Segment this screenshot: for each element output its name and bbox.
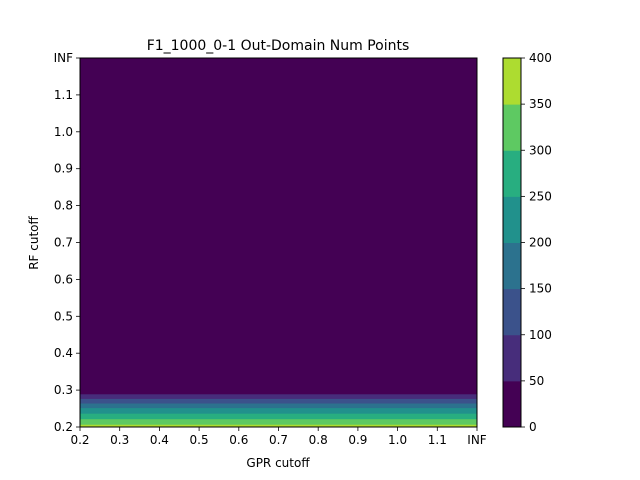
x-tick-label: 0.3: [110, 433, 129, 447]
colorbar-segment: [503, 288, 521, 336]
colorbar-tick-label: 300: [529, 143, 552, 157]
x-tick-label: 0.8: [309, 433, 328, 447]
colorbar: 0 50 100 150 200 250 300 350 400: [502, 51, 552, 434]
x-tick-label: 1.0: [388, 433, 407, 447]
colorbar-tick-label: 0: [529, 420, 537, 434]
y-tick-label: 0.6: [54, 272, 73, 286]
y-tick-label: 0.8: [54, 199, 73, 213]
colorbar-segment: [503, 334, 521, 382]
y-axis: 0.2 0.3 0.4 0.5 0.6 0.7 0.8 0.9 1.0 1.1 INF: [54, 51, 80, 434]
heatmap-band: [80, 424, 477, 428]
y-tick-label: 0.5: [54, 309, 73, 323]
heatmap-band: [80, 413, 477, 420]
colorbar-tick-label: 400: [529, 51, 552, 65]
colorbar-segment: [503, 104, 521, 151]
x-tick-label: 0.9: [348, 433, 367, 447]
heatmap-band: [80, 398, 477, 404]
x-tick-label: 0.7: [269, 433, 288, 447]
x-axis-label: GPR cutoff: [246, 456, 310, 470]
colorbar-segment: [503, 58, 521, 105]
plot-area: [79, 57, 478, 428]
heatmap-band: [80, 393, 477, 399]
x-tick-label: INF: [467, 433, 487, 447]
y-tick-label: 1.0: [54, 125, 73, 139]
heatmap-band: [80, 407, 477, 414]
colorbar-segment: [503, 150, 521, 197]
y-tick-label: 0.2: [54, 420, 73, 434]
x-tick-label: 0.5: [190, 433, 209, 447]
x-tick-label: 0.2: [70, 433, 89, 447]
colorbar-tick-label: 250: [529, 189, 552, 203]
colorbar-segment: [503, 380, 521, 428]
heatmap-band: [80, 58, 477, 395]
heatmap-band: [80, 403, 477, 409]
x-axis: 0.2 0.3 0.4 0.5 0.6 0.7 0.8 0.9 1.0 1.1 INF: [70, 427, 487, 447]
y-axis-label: RF cutoff: [27, 215, 41, 269]
colorbar-tick-label: 350: [529, 97, 552, 111]
chart-title: F1_1000_0-1 Out-Domain Num Points: [147, 38, 410, 54]
colorbar-tick-label: 150: [529, 282, 552, 296]
heatmap-band: [80, 418, 477, 425]
x-tick-label: 0.4: [150, 433, 169, 447]
colorbar-tick-label: 50: [529, 374, 544, 388]
y-tick-label: 1.1: [54, 88, 73, 102]
x-tick-label: 0.6: [229, 433, 248, 447]
y-tick-label: INF: [54, 51, 74, 65]
colorbar-segment: [503, 242, 521, 290]
x-tick-label: 1.1: [428, 433, 447, 447]
y-tick-label: 0.3: [54, 383, 73, 397]
y-tick-label: 0.9: [54, 162, 73, 176]
colorbar-segment: [503, 196, 521, 243]
colorbar-tick-label: 100: [529, 328, 552, 342]
colorbar-tick-label: 200: [529, 236, 552, 250]
y-tick-label: 0.7: [54, 236, 73, 250]
y-tick-label: 0.4: [54, 346, 73, 360]
